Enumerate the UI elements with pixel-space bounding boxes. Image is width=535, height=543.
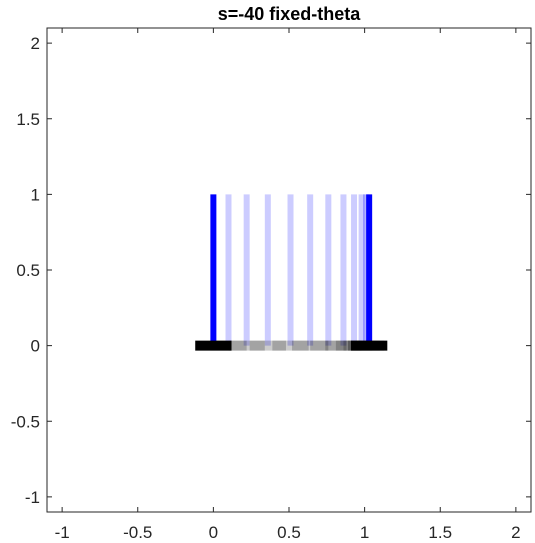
x-axis: -1 -0.5 0 0.5 1 1.5 2 <box>55 28 521 542</box>
plot-area <box>195 194 388 351</box>
y-tick-label: 2 <box>31 34 40 53</box>
y-tick-label: 1.5 <box>16 110 40 129</box>
y-tick-label: 0 <box>31 337 40 356</box>
x-tick-label: -1 <box>55 523 70 542</box>
x-tick-label: -0.5 <box>123 523 152 542</box>
y-tick-label: 1 <box>31 185 40 204</box>
x-tick-label: 0.5 <box>277 523 301 542</box>
y-tick-label: -1 <box>25 488 40 507</box>
x-tick-label: 1.5 <box>428 523 452 542</box>
x-tick-label: 1 <box>360 523 369 542</box>
axes-box <box>46 27 532 513</box>
x-tick-label: 0 <box>209 523 218 542</box>
y-axis: -1 -0.5 0 0.5 1 1.5 2 <box>11 34 531 507</box>
y-tick-label: 0.5 <box>16 261 40 280</box>
x-tick-label: 2 <box>511 523 520 542</box>
chart-title: s=-40 fixed-theta <box>218 4 362 24</box>
y-tick-label: -0.5 <box>11 412 40 431</box>
